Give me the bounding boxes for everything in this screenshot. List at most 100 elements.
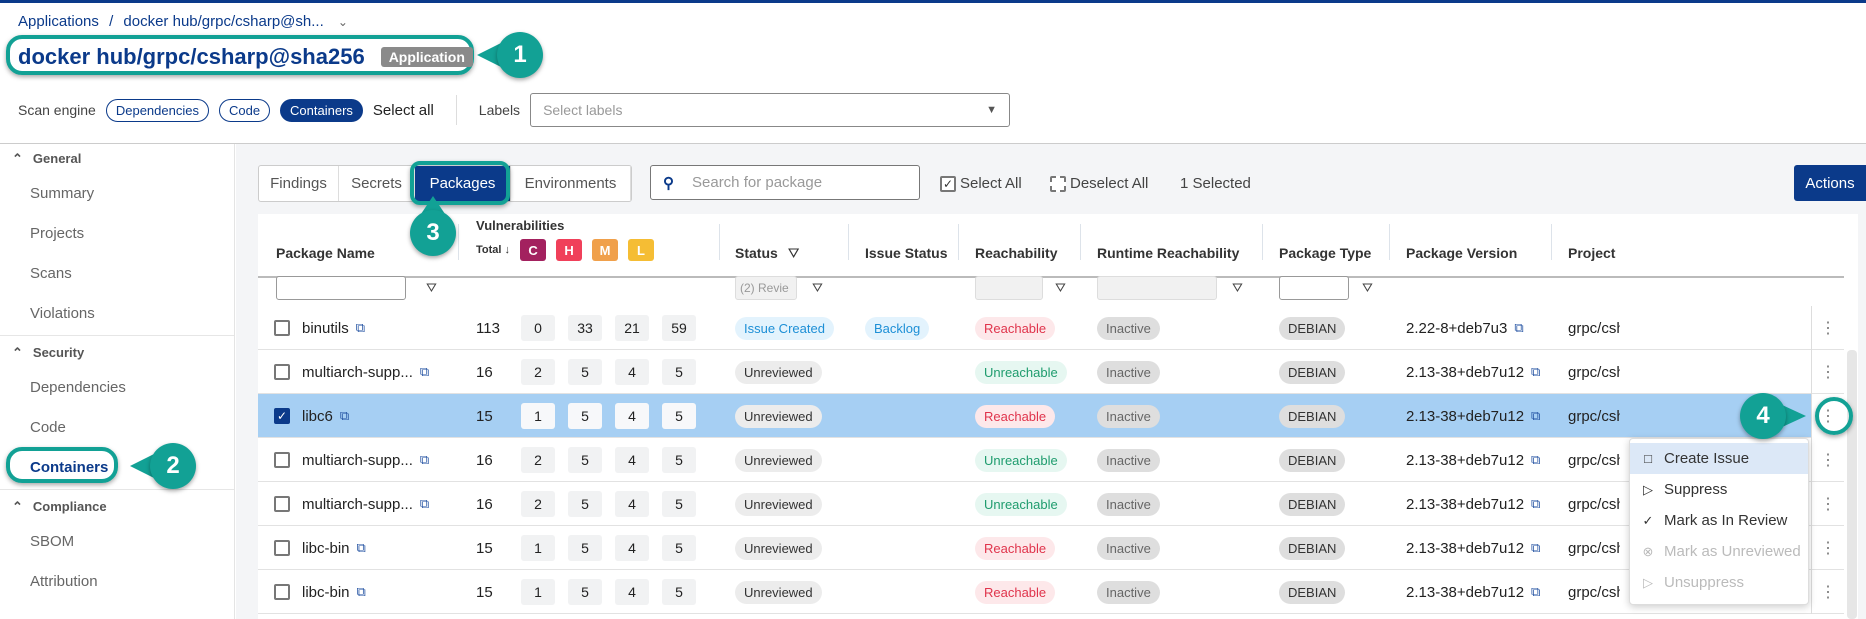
vuln-critical: 1 [521,579,555,605]
col-project[interactable]: Project [1568,245,1616,261]
severity-medium-badge[interactable]: M [592,239,619,261]
filter-icon[interactable]: ⛛ [426,280,437,295]
copy-icon[interactable]: ⧉ [419,364,430,379]
divider [455,95,457,125]
copy-icon[interactable]: ⧉ [339,408,350,423]
tab-findings[interactable]: Findings [259,166,339,201]
actions-button[interactable]: Actions [1794,165,1866,201]
copy-icon[interactable]: ⧉ [419,496,430,511]
package-name-filter[interactable] [276,276,406,300]
copy-icon[interactable]: ⧉ [1531,584,1541,599]
filter-icon[interactable]: ⛛ [1055,280,1066,295]
menu-item-mark-as-in-review[interactable]: ✓ Mark as In Review [1630,505,1808,536]
menu-item-create-issue[interactable]: □ Create Issue [1630,443,1808,474]
row-checkbox[interactable] [274,320,290,336]
deselect-all-button[interactable]: Deselect All [1050,175,1148,192]
chip-dependencies[interactable]: Dependencies [105,98,209,122]
chip-containers[interactable]: Containers [280,98,363,122]
more-options-icon[interactable]: ⋮ [1811,526,1844,570]
filter-icon[interactable]: ⛛ [1232,280,1243,295]
row-checkbox[interactable] [274,452,290,468]
sidebar-group-security[interactable]: ⌃ Security [0,338,234,367]
col-package-name[interactable]: Package Name [276,245,375,261]
sidebar-item-scans[interactable]: Scans [30,264,72,282]
filter-icon[interactable]: ⛛ [812,280,823,295]
breadcrumb-applications[interactable]: Applications [18,13,99,30]
row-checkbox[interactable] [274,540,290,556]
sidebar-item-dependencies[interactable]: Dependencies [30,378,126,396]
col-package-type[interactable]: Package Type [1279,245,1372,261]
copy-icon[interactable]: ⧉ [1514,320,1524,335]
tab-secrets[interactable]: Secrets [339,166,415,201]
col-reachability[interactable]: Reachability [975,245,1058,261]
more-options-icon[interactable]: ⋮ [1811,306,1844,350]
package-version: 2.13-38+deb7u12 [1406,539,1525,557]
labels-select[interactable]: Select labels ▼ [530,93,1011,127]
copy-icon[interactable]: ⧉ [1531,496,1541,511]
severity-high-badge[interactable]: H [556,239,583,261]
select-all-button[interactable]: ✓ Select All [940,175,1022,192]
copy-icon[interactable]: ⧉ [1531,540,1541,555]
col-issue-status[interactable]: Issue Status [865,245,948,261]
sidebar-item-sbom[interactable]: SBOM [30,532,75,550]
tab-environments[interactable]: Environments [511,166,631,201]
reachability-filter[interactable] [975,276,1043,300]
search-input[interactable]: ⚲ Search for package [650,165,920,200]
breadcrumb-current[interactable]: docker hub/grpc/csharp@sh... [123,13,324,30]
chevron-up-icon: ⌃ [12,150,23,166]
row-checkbox[interactable] [274,496,290,512]
severity-critical-badge[interactable]: C [520,239,547,261]
sidebar-item-code[interactable]: Code [30,418,66,436]
vuln-critical: 1 [521,535,555,561]
severity-low-badge[interactable]: L [628,239,655,261]
col-divider [1551,224,1552,260]
row-checkbox[interactable]: ✓ [274,408,290,424]
copy-icon[interactable]: ⧉ [1531,364,1541,379]
vuln-medium: 4 [615,491,649,517]
col-package-version[interactable]: Package Version [1406,245,1518,261]
sidebar-item-summary[interactable]: Summary [30,184,95,202]
runtime-reachability-filter[interactable] [1097,276,1217,300]
status-filter[interactable]: (2) Revie [735,276,797,300]
row-checkbox[interactable] [274,364,290,380]
select-all-engines[interactable]: Select all [372,101,434,119]
more-options-icon[interactable]: ⋮ [1811,570,1844,614]
chevron-down-icon[interactable]: ⌄ [337,15,348,29]
filter-icon[interactable]: ⛛ [1362,280,1373,295]
project: grpc/csh [1568,319,1620,337]
sidebar-item-containers[interactable]: Containers [30,458,109,476]
row-checkbox[interactable] [274,584,290,600]
sidebar-group-compliance[interactable]: ⌃ Compliance [0,492,234,521]
copy-icon[interactable]: ⧉ [1531,452,1541,467]
chip-code[interactable]: Code [218,98,271,122]
copy-icon[interactable]: ⧉ [355,320,365,335]
tab-packages[interactable]: Packages [415,166,511,201]
more-options-icon[interactable]: ⋮ [1811,350,1844,394]
sidebar-item-projects[interactable]: Projects [30,224,85,242]
filter-icon[interactable]: ⛛ [787,244,800,261]
menu-item-suppress[interactable]: ▷ Suppress [1630,474,1808,505]
copy-icon[interactable]: ⧉ [419,452,430,467]
table-row[interactable]: binutils ⧉ 113 0 33 21 59 Issue Created Back… [258,306,1844,350]
package-type-filter[interactable] [1279,276,1349,300]
col-runtime-reachability[interactable]: Runtime Reachability [1097,245,1240,261]
copy-icon[interactable]: ⧉ [356,584,366,599]
sort-total[interactable]: Total ↓ [476,244,511,256]
scrollbar[interactable] [1847,350,1857,619]
package-name: libc6 [302,407,333,425]
package-name: libc-bin [302,539,350,557]
copy-icon[interactable]: ⧉ [1531,408,1541,423]
sidebar-item-attribution[interactable]: Attribution [30,572,98,590]
sidebar-item-violations[interactable]: Violations [30,304,95,322]
more-options-icon[interactable]: ⋮ [1811,482,1844,526]
col-status[interactable]: Status ⛛ [735,232,800,274]
copy-icon[interactable]: ⧉ [356,540,366,555]
more-options-icon[interactable]: ⋮ [1811,438,1844,482]
sidebar-group-general[interactable]: ⌃ General [0,144,234,173]
